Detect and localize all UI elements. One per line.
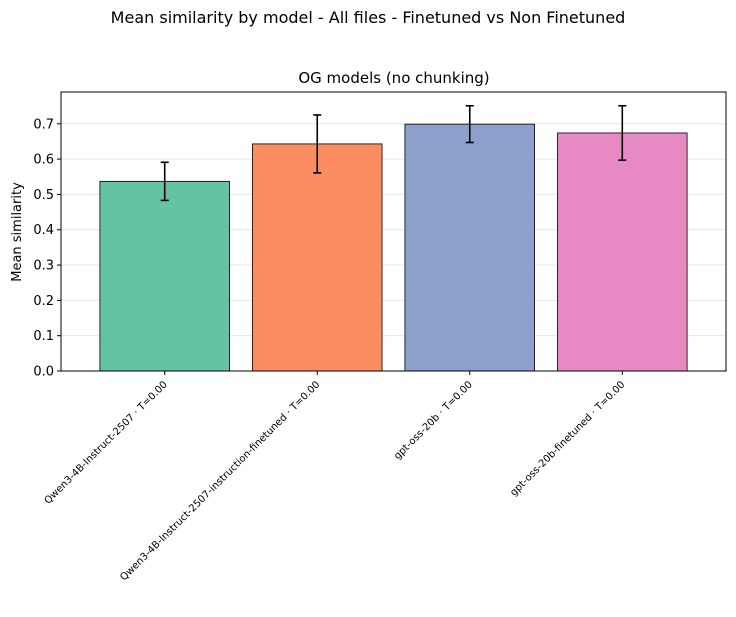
x-tick-label: gpt-oss-20b-finetuned · T=0.00 bbox=[508, 379, 627, 498]
x-tick-label: Qwen3-4B-Instruct-2507 · T=0.00 bbox=[43, 379, 170, 506]
y-tick-label: 0.1 bbox=[33, 329, 54, 344]
y-tick-label: 0.5 bbox=[33, 188, 54, 203]
figure-suptitle: Mean similarity by model - All files - F… bbox=[110, 8, 626, 27]
y-tick-label: 0.7 bbox=[33, 117, 54, 132]
error-bars bbox=[160, 104, 627, 202]
bar bbox=[252, 143, 383, 372]
bar bbox=[557, 132, 688, 372]
y-tick-label: 0.0 bbox=[33, 365, 54, 380]
chart-title: OG models (no chunking) bbox=[298, 69, 489, 87]
y-axis-ticks: 0.0 0.1 0.2 0.3 0.4 0.5 0.6 0.7 bbox=[33, 117, 61, 380]
x-tick-label: gpt-oss-20b · T=0.00 bbox=[392, 379, 475, 462]
y-tick-label: 0.3 bbox=[33, 259, 54, 274]
x-tick-label: Qwen3-4B-Instruct-2507-instruction-finet… bbox=[118, 379, 322, 583]
plot-frame bbox=[60, 91, 727, 372]
bars bbox=[99, 123, 688, 372]
y-tick-label: 0.2 bbox=[33, 294, 54, 309]
y-axis-label: Mean similarity bbox=[10, 182, 25, 282]
y-tick-label: 0.6 bbox=[33, 153, 54, 168]
bar bbox=[404, 123, 535, 372]
bar bbox=[99, 180, 230, 372]
x-axis-ticks: Qwen3-4B-Instruct-2507 · T=0.00Qwen3-4B-… bbox=[43, 371, 627, 583]
y-tick-label: 0.4 bbox=[33, 223, 54, 238]
